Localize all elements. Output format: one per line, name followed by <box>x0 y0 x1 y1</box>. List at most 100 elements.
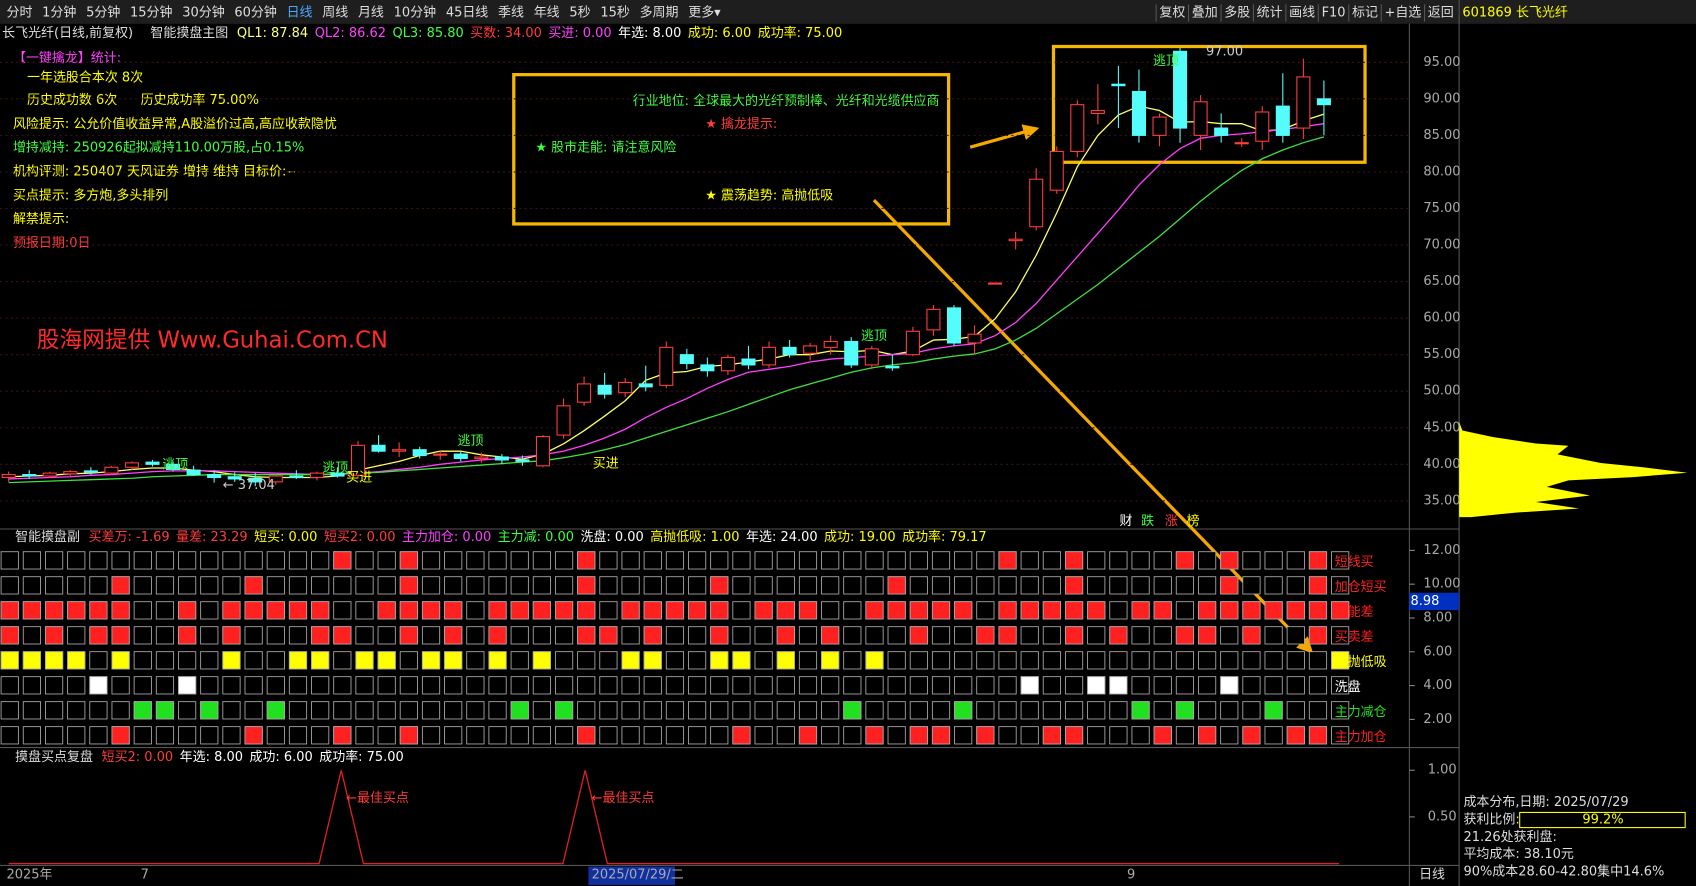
signal-cell <box>909 701 928 720</box>
signal-on <box>89 676 108 695</box>
signal-cell <box>488 551 507 570</box>
signal-on <box>710 626 729 645</box>
signal-cell <box>1242 651 1261 670</box>
signal-on <box>754 601 773 620</box>
signal-cell <box>865 551 884 570</box>
y-tick-label: 4.00 <box>1423 678 1452 693</box>
period-tab[interactable]: 1分钟 <box>42 4 76 20</box>
signal-cell <box>399 651 418 670</box>
period-tab[interactable]: 更多▾ <box>688 4 721 20</box>
period-tab[interactable]: 5秒 <box>569 5 590 20</box>
signal-cell <box>732 676 751 695</box>
row-label: 买卖差 <box>1335 630 1374 645</box>
signal-cell <box>488 726 507 745</box>
signal-on <box>288 651 308 670</box>
signal-cell <box>67 626 86 645</box>
signal-cell <box>1131 651 1150 670</box>
signal-cell <box>976 601 995 620</box>
signal-cell <box>665 726 685 745</box>
period-tab[interactable]: 分时 <box>6 5 32 20</box>
tool-button[interactable]: F10 <box>1322 5 1346 20</box>
signal-cell <box>887 701 906 720</box>
signal-cell <box>421 726 441 745</box>
period-tab[interactable]: 5分钟 <box>86 4 120 20</box>
signal-on <box>1087 676 1106 695</box>
signal-on <box>244 726 263 745</box>
signal-cell <box>665 676 685 695</box>
period-tab[interactable]: 日线 <box>287 5 313 20</box>
ma-line <box>8 123 1325 480</box>
y-tick-label: 1.00 <box>1428 763 1457 778</box>
signal-cell <box>133 626 152 645</box>
tool-button[interactable]: +自选 <box>1384 5 1421 20</box>
signal-cell <box>1153 626 1172 645</box>
period-tab[interactable]: 月线 <box>358 5 384 20</box>
period-tab[interactable]: 10分钟 <box>394 4 436 20</box>
signal-cell <box>532 576 551 595</box>
tool-button[interactable]: 统计 <box>1257 5 1283 20</box>
signal-cell <box>887 651 906 670</box>
period-tab[interactable]: 多周期 <box>640 4 679 20</box>
signal-cell <box>1131 551 1150 570</box>
signal-on <box>1131 701 1150 720</box>
signal-cell <box>821 676 840 695</box>
signal-on <box>421 651 441 670</box>
period-tab[interactable]: 15分钟 <box>130 4 172 20</box>
signal-cell <box>178 651 197 670</box>
signal-cell <box>909 551 928 570</box>
signal-cell <box>1042 551 1061 570</box>
period-tab[interactable]: 周线 <box>322 5 348 20</box>
signal-cell <box>111 551 130 570</box>
tool-button[interactable]: 多股 <box>1224 4 1250 20</box>
signal-on <box>1220 551 1239 570</box>
signal-cell <box>155 626 175 645</box>
signal-cell <box>1264 676 1283 695</box>
tool-button[interactable]: 返回 <box>1428 5 1454 20</box>
signal-cell <box>1042 626 1061 645</box>
tool-button[interactable]: 叠加 <box>1192 5 1218 20</box>
cost-line: 平均成本: 38.10元 <box>1463 847 1573 862</box>
signal-cell <box>1087 651 1106 670</box>
signal-cell <box>599 676 618 695</box>
signal-cell <box>554 576 574 595</box>
signal-cell <box>355 626 374 645</box>
period-tab[interactable]: 年线 <box>534 5 560 20</box>
period-tab[interactable]: 季线 <box>498 5 524 20</box>
signal-cell <box>0 726 19 745</box>
signal-on <box>1242 601 1261 620</box>
period-tab[interactable]: 45日线 <box>446 5 488 20</box>
signal-cell <box>466 701 485 720</box>
candle-body <box>823 340 838 348</box>
period-tab[interactable]: 60分钟 <box>234 4 276 20</box>
tool-button[interactable]: 标记 <box>1352 5 1378 20</box>
signal-on <box>1064 626 1084 645</box>
signal-cell <box>178 726 197 745</box>
signal-on <box>111 651 130 670</box>
signal-on <box>111 726 130 745</box>
signal-cell <box>887 626 906 645</box>
signal-cell <box>1220 726 1239 745</box>
signal-cell <box>798 651 818 670</box>
signal-cell <box>732 626 751 645</box>
notice-line: 行业地位: 全球最大的光纤预制棒、光纤和光缆供应商 <box>633 93 940 109</box>
signal-cell <box>89 576 108 595</box>
candle-body <box>186 469 201 476</box>
signal-on <box>1308 601 1328 620</box>
signal-on <box>1109 676 1128 695</box>
period-tab[interactable]: 15秒 <box>600 5 629 20</box>
signal-on <box>1308 551 1328 570</box>
row-label: 加仓短买 <box>1335 580 1387 595</box>
signal-on <box>399 726 418 745</box>
signal-cell <box>1109 551 1128 570</box>
signal-on <box>865 601 884 620</box>
signal-cell <box>333 651 352 670</box>
candle-body <box>946 307 962 344</box>
indicator-stat: 买差万: -1.69 <box>89 530 170 545</box>
signal-on <box>887 576 906 595</box>
indicator-stat: QL2: 86.62 <box>315 26 386 41</box>
period-tab[interactable]: 30分钟 <box>182 4 224 20</box>
signal-cell <box>665 651 685 670</box>
signal-on <box>954 601 973 620</box>
tool-button[interactable]: 复权 <box>1159 4 1185 20</box>
tool-button[interactable]: 画线 <box>1289 5 1315 20</box>
